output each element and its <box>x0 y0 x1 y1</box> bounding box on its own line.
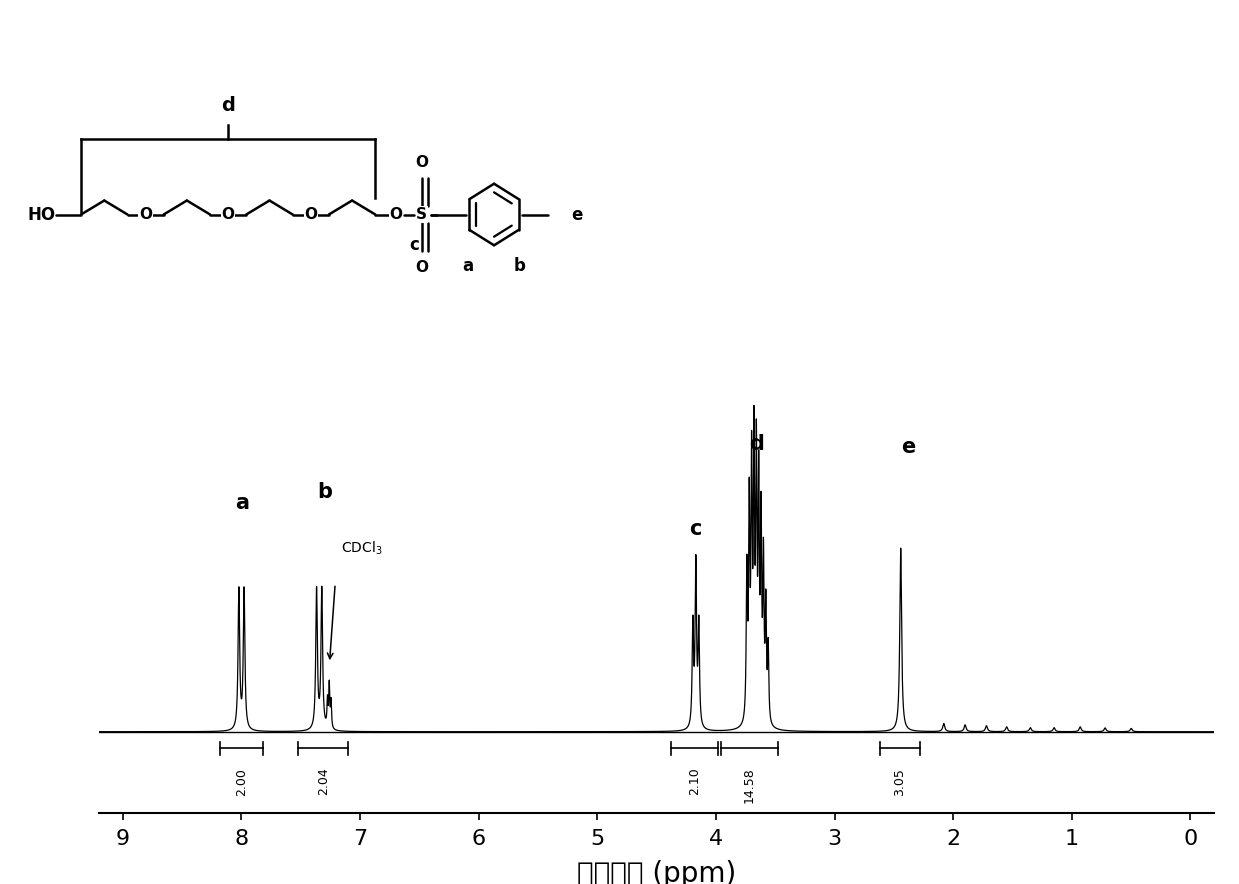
Text: 3.05: 3.05 <box>893 767 907 796</box>
Text: b: b <box>317 482 332 502</box>
Text: a: a <box>235 493 249 513</box>
Text: c: c <box>409 236 419 255</box>
Text: d: d <box>750 434 764 453</box>
Text: O: O <box>222 207 234 222</box>
Text: a: a <box>462 257 473 275</box>
Text: 2.04: 2.04 <box>317 767 330 796</box>
Text: 2.10: 2.10 <box>688 767 701 796</box>
Text: O: O <box>139 207 152 222</box>
Text: O: O <box>415 261 429 276</box>
Text: S: S <box>416 207 427 222</box>
Text: O: O <box>415 155 429 170</box>
Text: O: O <box>305 207 317 222</box>
Text: HO: HO <box>27 205 56 224</box>
Text: 2.00: 2.00 <box>235 767 248 796</box>
Text: c: c <box>689 519 701 539</box>
Text: 14.58: 14.58 <box>742 767 756 804</box>
Text: e: e <box>901 438 916 457</box>
X-axis label: 化学位移 (ppm): 化学位移 (ppm) <box>577 859 736 884</box>
Text: e: e <box>571 205 582 224</box>
Text: CDCl$_3$: CDCl$_3$ <box>341 540 383 558</box>
Text: O: O <box>389 207 403 222</box>
Text: d: d <box>222 96 235 116</box>
Text: b: b <box>514 257 525 275</box>
